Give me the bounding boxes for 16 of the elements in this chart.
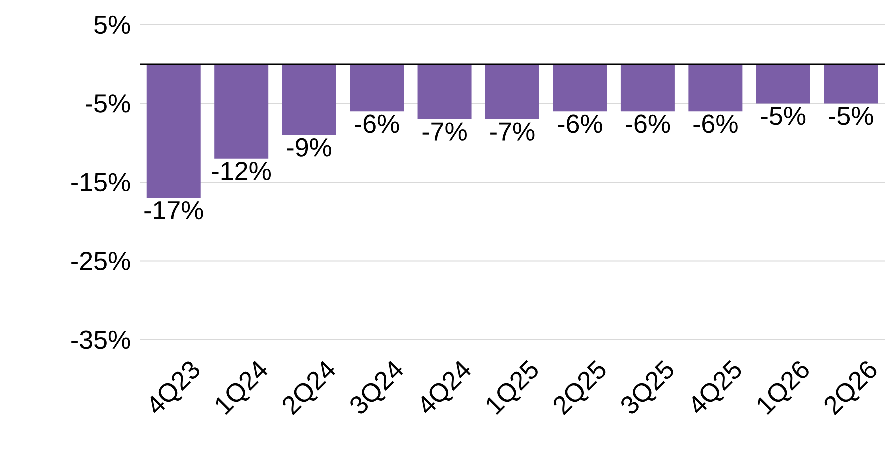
data-label: -6% bbox=[355, 114, 400, 134]
data-label: -5% bbox=[761, 106, 806, 126]
y-tick-label: -15% bbox=[72, 173, 130, 192]
data-label: -7% bbox=[490, 122, 535, 141]
data-label: -9% bbox=[287, 138, 332, 157]
data-label: -5% bbox=[829, 106, 874, 126]
data-label: -6% bbox=[694, 114, 738, 134]
data-label: -12% bbox=[212, 162, 272, 180]
data-label: -17% bbox=[144, 201, 204, 220]
data-label: -6% bbox=[558, 114, 602, 134]
y-tick-label: 5% bbox=[94, 16, 130, 34]
data-label: -6% bbox=[626, 114, 670, 134]
y-tick-label: -25% bbox=[72, 252, 130, 270]
data-label: -7% bbox=[422, 122, 467, 141]
y-tick-label: -5% bbox=[86, 94, 130, 113]
y-tick-label: -35% bbox=[72, 330, 130, 350]
